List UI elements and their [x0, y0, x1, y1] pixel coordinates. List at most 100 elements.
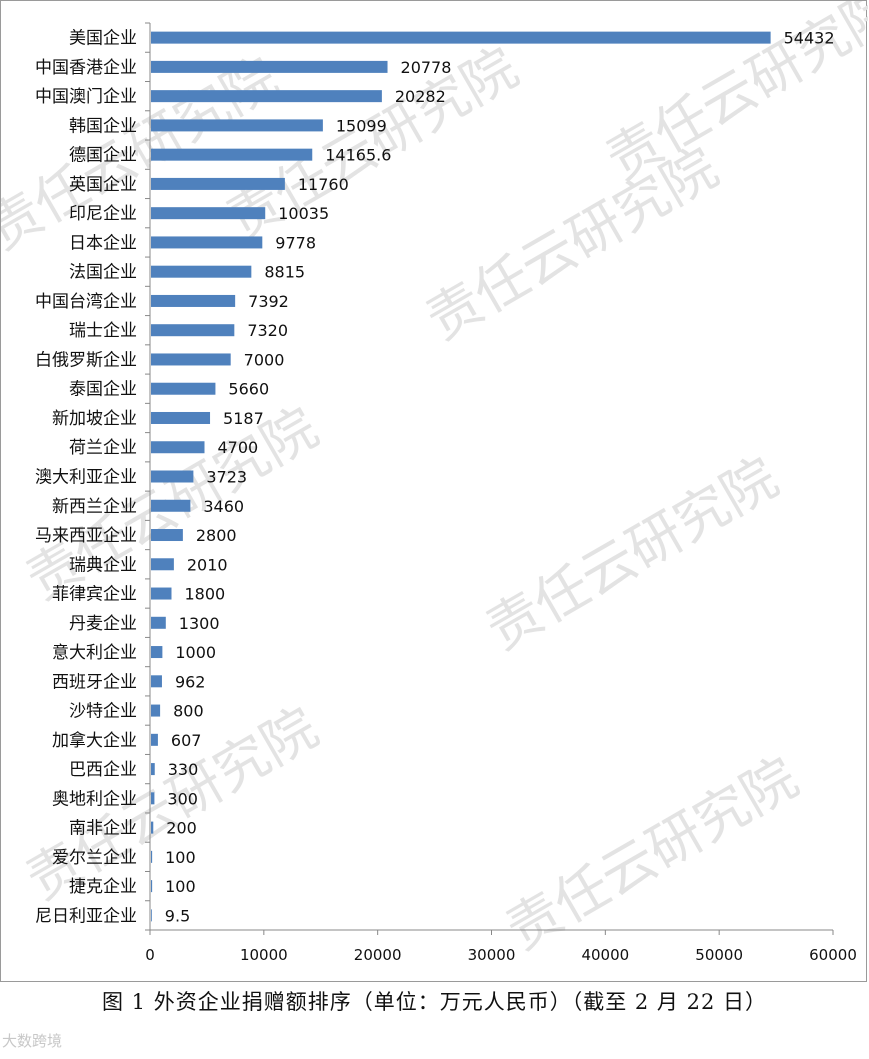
bar: [151, 236, 263, 249]
category-label: 加拿大企业: [52, 730, 137, 751]
category-label: 法国企业: [69, 263, 137, 283]
data-label: 5187: [223, 409, 264, 428]
category-label: 日本企业: [69, 233, 137, 253]
bar: [151, 850, 153, 863]
bar: [151, 675, 162, 688]
category-label: 捷克企业: [69, 877, 137, 897]
category-label: 尼日利亚企业: [35, 906, 137, 926]
category-labels: 美国企业中国香港企业中国澳门企业韩国企业德国企业英国企业印尼企业日本企业法国企业…: [35, 29, 137, 927]
bar-series: [151, 31, 771, 922]
data-label: 11760: [298, 175, 349, 194]
data-label: 14165.6: [325, 146, 391, 165]
category-label: 奥地利企业: [52, 789, 137, 809]
data-label: 1300: [179, 614, 220, 633]
data-label: 9.5: [165, 906, 190, 925]
category-label: 荷兰企业: [69, 438, 137, 458]
data-label: 3460: [203, 497, 244, 516]
bar: [151, 587, 172, 600]
x-tick-label: 40000: [581, 946, 629, 964]
bar: [151, 31, 771, 44]
bar: [151, 148, 313, 161]
category-label: 菲律宾企业: [52, 585, 137, 605]
category-label: 巴西企业: [69, 760, 137, 780]
bar: [151, 821, 154, 834]
bar: [151, 294, 236, 307]
axes: [145, 22, 834, 935]
category-label: 新西兰企业: [52, 497, 137, 517]
watermark-text: 责任云研究院: [416, 136, 728, 353]
category-label: 澳大利亚企业: [35, 468, 137, 488]
bar: [151, 90, 382, 103]
data-label: 100: [165, 848, 196, 867]
bar: [151, 763, 155, 776]
data-label: 607: [171, 731, 202, 750]
bar: [151, 411, 211, 424]
data-label: 962: [175, 672, 206, 691]
bar: [151, 646, 163, 659]
category-label: 韩国企业: [69, 116, 137, 136]
data-label: 2010: [187, 555, 228, 574]
data-label: 54432: [784, 29, 835, 48]
bar: [151, 704, 161, 717]
bar: [151, 382, 216, 395]
category-label: 瑞士企业: [69, 321, 137, 341]
category-label: 中国澳门企业: [35, 87, 137, 107]
bar: [151, 880, 153, 893]
x-tick-label: 10000: [240, 946, 288, 964]
data-label: 9778: [275, 233, 316, 252]
category-label: 泰国企业: [69, 380, 137, 400]
category-label: 新加坡企业: [52, 409, 137, 429]
data-label: 800: [173, 702, 204, 721]
category-label: 白俄罗斯企业: [35, 350, 137, 370]
category-label: 美国企业: [69, 29, 137, 49]
footer-logo: 大数跨境: [2, 1032, 63, 1050]
x-tick-label: 60000: [809, 946, 857, 964]
category-label: 意大利企业: [52, 643, 137, 663]
value-labels: 54432 20778 20282 15099 14165.6 11760 10035 977…: [165, 29, 835, 926]
x-tick-label: 30000: [468, 946, 516, 964]
category-label: 德国企业: [69, 146, 137, 166]
bar: [151, 616, 166, 629]
x-tick-label: 20000: [354, 946, 402, 964]
data-label: 300: [167, 789, 198, 808]
figure-caption: 图 1 外资企业捐赠额排序（单位：万元人民币）（截至 2 月 22 日）: [102, 990, 767, 1014]
x-tick-labels: 0 10000 20000 30000 40000 50000 60000: [145, 946, 857, 964]
category-label: 瑞典企业: [69, 555, 137, 575]
bar: [151, 792, 155, 805]
data-label: 20282: [395, 87, 446, 106]
category-label: 西班牙企业: [52, 672, 137, 692]
data-label: 2800: [196, 526, 237, 545]
bar: [151, 441, 205, 454]
bar: [151, 470, 194, 483]
data-label: 4700: [218, 438, 259, 457]
data-label: 7320: [247, 321, 288, 340]
data-label: 1800: [184, 585, 225, 604]
x-tick-label: 50000: [695, 946, 743, 964]
data-label: 15099: [336, 116, 387, 135]
category-label: 马来西亚企业: [35, 526, 137, 546]
category-label: 英国企业: [69, 175, 137, 195]
bar: [151, 909, 152, 922]
data-label: 330: [168, 760, 199, 779]
category-label: 南非企业: [69, 819, 137, 839]
data-label: 7000: [244, 350, 285, 369]
data-label: 7392: [248, 292, 289, 311]
data-label: 10035: [278, 204, 329, 223]
bar: [151, 353, 231, 366]
x-tick-label: 0: [145, 946, 155, 964]
category-label: 丹麦企业: [69, 614, 137, 634]
bar: [151, 529, 183, 542]
data-label: 3723: [206, 468, 247, 487]
data-label: 8815: [264, 263, 305, 282]
data-label: 100: [165, 877, 196, 896]
bar: [151, 265, 252, 278]
category-label: 中国香港企业: [35, 58, 137, 78]
bar: [151, 207, 266, 220]
data-label: 20778: [401, 58, 452, 77]
data-label: 200: [166, 819, 197, 838]
category-label: 印尼企业: [69, 204, 137, 224]
bar: [151, 119, 323, 132]
bar: [151, 558, 174, 571]
category-label: 沙特企业: [69, 702, 137, 722]
